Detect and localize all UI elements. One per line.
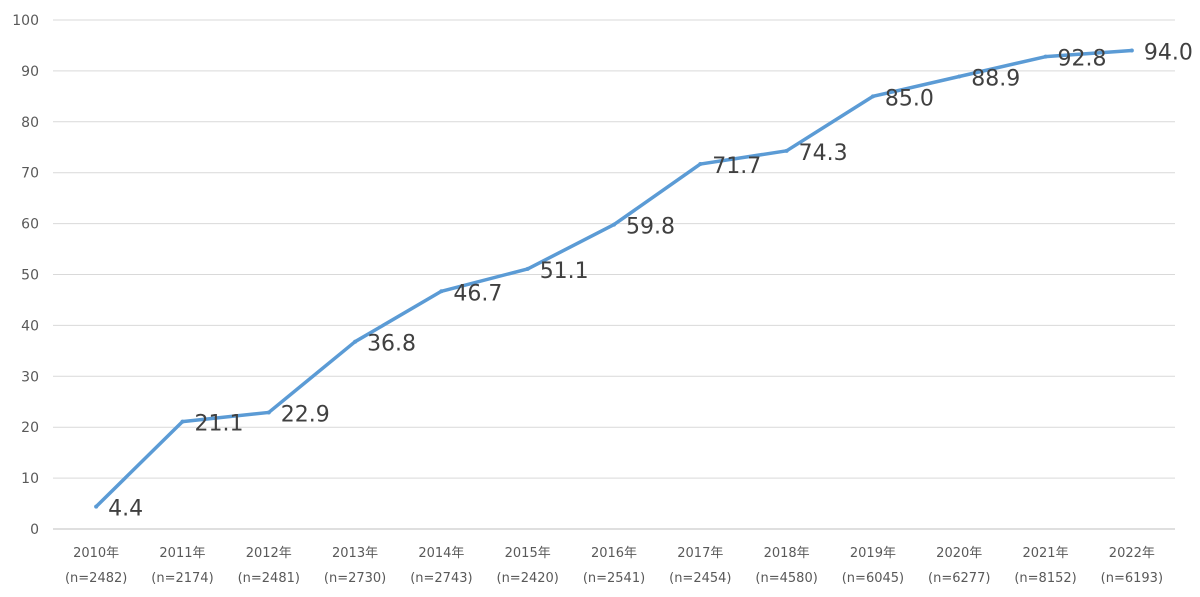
data-point	[698, 162, 703, 167]
data-label: 46.7	[453, 281, 502, 306]
data-point	[180, 419, 185, 424]
x-tick-label-year: 2012年	[246, 546, 292, 561]
y-axis-ticks: 0 10 20 30 40 50 60 70 80 90 100	[12, 13, 39, 538]
data-point	[525, 266, 530, 271]
data-point	[266, 410, 271, 415]
y-tick-label: 70	[21, 166, 39, 182]
x-tick-label-year: 2010年	[73, 546, 119, 561]
x-tick-label-year: 2019年	[850, 546, 896, 561]
x-tick-label-n: (n=6193)	[1101, 571, 1163, 586]
y-tick-label: 30	[21, 369, 39, 385]
data-label: 21.1	[194, 412, 243, 437]
y-tick-label: 50	[21, 268, 39, 284]
x-tick-label-n: (n=2454)	[669, 571, 731, 586]
x-tick-label-year: 2021年	[1022, 546, 1068, 561]
data-point	[1129, 48, 1134, 53]
x-tick-label-year: 2020年	[936, 546, 982, 561]
y-tick-label: 80	[21, 115, 39, 131]
y-tick-label: 10	[21, 471, 39, 487]
y-tick-label: 0	[30, 522, 39, 538]
x-tick-label-n: (n=2481)	[238, 571, 300, 586]
x-tick-label-year: 2014年	[418, 546, 464, 561]
data-point	[439, 289, 444, 294]
x-tick-label-n: (n=2541)	[583, 571, 645, 586]
x-tick-label-n: (n=2743)	[410, 571, 472, 586]
y-tick-label: 100	[12, 13, 39, 29]
data-label: 94.0	[1144, 41, 1193, 66]
x-axis-ticks: 2010年 (n=2482) 2011年 (n=2174) 2012年 (n=2481) 2…	[65, 546, 1163, 586]
data-point	[94, 504, 99, 509]
y-tick-label: 40	[21, 318, 39, 334]
x-tick-label-year: 2016年	[591, 546, 637, 561]
x-tick-label-n: (n=4580)	[755, 571, 817, 586]
series-line	[94, 48, 1134, 509]
data-label: 51.1	[540, 259, 589, 284]
x-tick-label-n: (n=2730)	[324, 571, 386, 586]
y-tick-label: 20	[21, 420, 39, 436]
data-point	[784, 148, 789, 153]
data-label: 59.8	[626, 215, 675, 240]
x-tick-label-year: 2011年	[159, 546, 205, 561]
data-label: 92.8	[1058, 47, 1107, 72]
x-tick-label-year: 2022年	[1109, 546, 1155, 561]
x-tick-label-n: (n=6045)	[842, 571, 904, 586]
x-tick-label-year: 2017年	[677, 546, 723, 561]
data-labels: 4.4 21.1 22.9 36.8 46.7 51.1 59.8 71.7 74.3 85.0 8…	[108, 41, 1193, 522]
data-point	[957, 74, 962, 79]
data-point	[353, 339, 358, 344]
y-tick-label: 90	[21, 64, 39, 80]
data-label: 36.8	[367, 332, 416, 357]
gridlines	[53, 19, 1175, 530]
x-tick-label-n: (n=6277)	[928, 571, 990, 586]
data-label: 88.9	[971, 66, 1020, 91]
data-label: 74.3	[799, 141, 848, 166]
x-tick-label-year: 2013年	[332, 546, 378, 561]
x-tick-label-n: (n=2420)	[497, 571, 559, 586]
data-point	[1043, 54, 1048, 59]
y-tick-label: 60	[21, 217, 39, 233]
x-tick-label-year: 2015年	[505, 546, 551, 561]
data-point	[612, 222, 616, 227]
data-label: 71.7	[712, 154, 761, 179]
data-point	[870, 94, 875, 99]
data-label: 22.9	[281, 402, 330, 427]
x-tick-label-n: (n=8152)	[1014, 571, 1076, 586]
x-tick-label-n: (n=2174)	[151, 571, 213, 586]
series-layer	[94, 48, 1134, 509]
data-label: 4.4	[108, 497, 143, 522]
x-tick-label-year: 2018年	[764, 546, 810, 561]
x-tick-label-n: (n=2482)	[65, 571, 127, 586]
data-label: 85.0	[885, 86, 934, 111]
